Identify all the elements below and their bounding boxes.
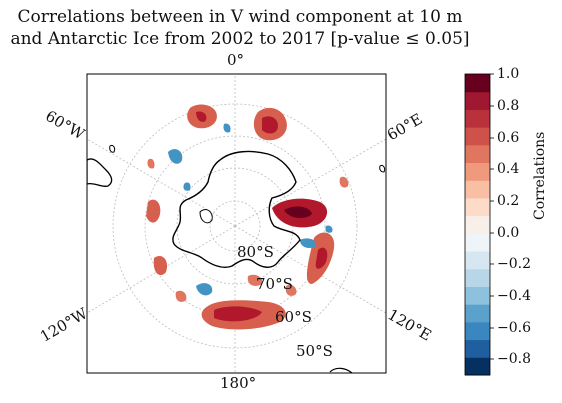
map-title-line1: Correlations between in V wind component… [17, 7, 463, 27]
south-america-outline [87, 158, 113, 188]
colorbar-band [465, 286, 490, 305]
colorbar-band [465, 197, 490, 217]
map-title-line2: and Antarctic Ice from 2002 to 2017 [p-v… [10, 29, 470, 49]
ice-shelf-outline [199, 209, 213, 224]
colorbar-band [465, 91, 490, 110]
parallel-label-80s: 80°S [237, 243, 274, 261]
colorbar-tick-label: −0.2 [497, 256, 531, 272]
map-area [87, 74, 386, 373]
colorbar-band [465, 251, 490, 270]
island-outline [379, 165, 386, 173]
colorbar-band [465, 74, 490, 93]
colorbar-band [465, 268, 490, 287]
parallel-label-70s: 70°S [256, 275, 293, 293]
colorbar-tick-label: 0.2 [497, 193, 520, 209]
colorbar-band [465, 162, 490, 181]
colorbar-tick-label: 0.4 [497, 161, 520, 177]
colorbar-band [465, 109, 490, 128]
map-frame [86, 73, 387, 374]
colorbar-label: Correlations [532, 131, 548, 220]
meridian-label-0: 0° [227, 51, 245, 69]
landmass-outline [329, 367, 353, 373]
colorbar-band [465, 144, 490, 164]
colorbar-ticks [490, 73, 494, 360]
colorbar-tick-label: 0.6 [497, 130, 520, 146]
colorbar-tick-label: −0.8 [497, 351, 531, 367]
colorbar-tick-label: −0.4 [497, 288, 531, 304]
negative-correlation-regions [168, 123, 333, 296]
colorbar-band [465, 304, 490, 323]
island-outline [109, 145, 116, 153]
colorbar-band [465, 339, 490, 358]
colorbar-band [465, 321, 490, 341]
colorbar-frame [464, 73, 491, 376]
antarctica-coastline [172, 150, 301, 268]
colorbar-tick-label: 0.0 [497, 225, 520, 241]
colorbar [465, 74, 490, 376]
colorbar-band [465, 233, 490, 252]
meridian-label-180: 180° [220, 374, 257, 392]
colorbar-tick-label: 0.8 [497, 98, 520, 114]
colorbar-band [465, 127, 490, 146]
parallel-label-60s: 60°S [275, 308, 312, 326]
parallel-label-50s: 50°S [296, 342, 333, 360]
colorbar-tick-label: 1.0 [497, 66, 520, 82]
colorbar-tick-label: −0.6 [497, 320, 531, 336]
colorbar-band [465, 357, 490, 376]
colorbar-band [465, 215, 490, 234]
colorbar-band [465, 180, 490, 199]
positive-correlation-regions [146, 104, 349, 330]
